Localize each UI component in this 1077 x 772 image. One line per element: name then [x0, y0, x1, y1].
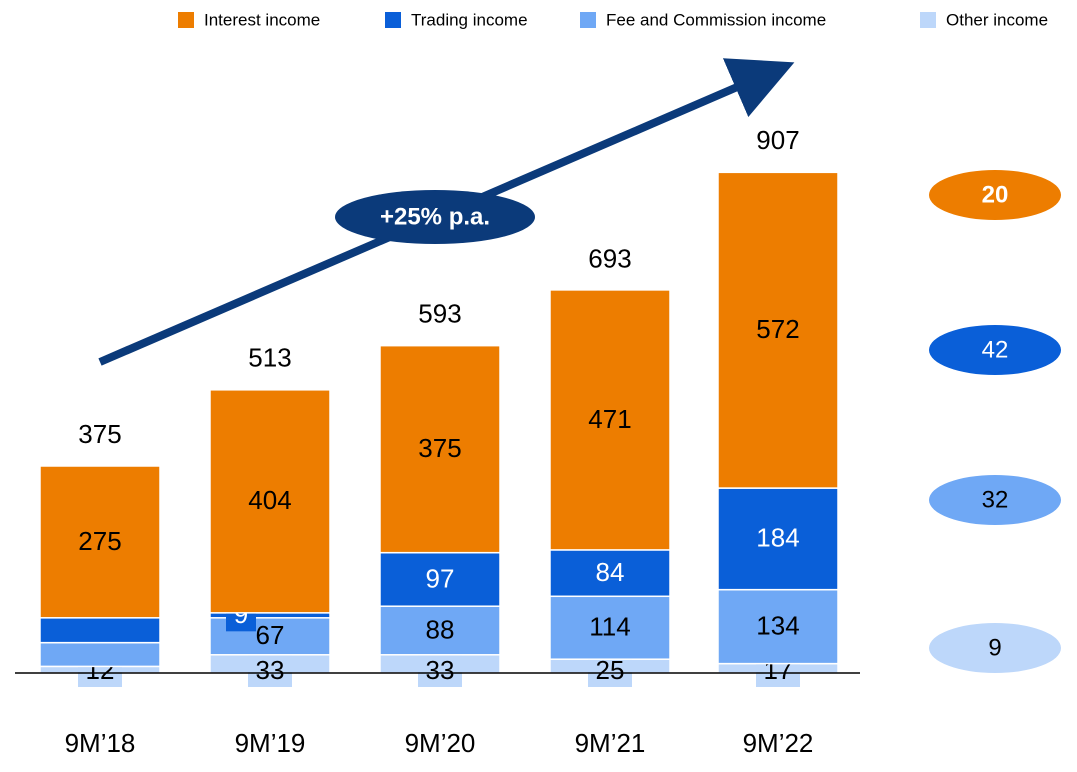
legend-label: Other income — [946, 10, 1048, 29]
bar-segment — [209, 389, 331, 614]
data-label: 67 — [256, 620, 285, 650]
total-label: 513 — [248, 343, 291, 373]
data-label: 33 — [426, 655, 455, 685]
side-bubble — [929, 623, 1061, 673]
label-box — [248, 655, 292, 687]
legend-swatch — [920, 12, 936, 28]
data-label: 84 — [596, 557, 625, 587]
bar-segment — [379, 344, 501, 554]
side-bubble — [929, 325, 1061, 375]
legend-swatch — [178, 12, 194, 28]
total-label: 693 — [588, 243, 631, 273]
bar-segment — [379, 605, 501, 656]
x-tick-label: 9M’22 — [743, 728, 814, 758]
data-label: 33 — [256, 655, 285, 685]
data-label: 572 — [756, 314, 799, 344]
data-label: 134 — [756, 611, 799, 641]
side-label: 42 — [982, 336, 1009, 363]
data-label: 184 — [756, 523, 799, 553]
side-bubble — [929, 170, 1061, 220]
x-tick-label: 9M’19 — [235, 728, 306, 758]
legend-label: Fee and Commission income — [606, 10, 826, 29]
data-label: 114 — [589, 612, 630, 642]
data-label: 97 — [426, 563, 455, 593]
side-bubble — [929, 475, 1061, 525]
side-label: 32 — [982, 486, 1009, 513]
bar-segment — [717, 487, 839, 591]
legend-swatch — [385, 12, 401, 28]
total-label: 593 — [418, 299, 461, 329]
label-box — [588, 655, 632, 687]
legend-label: Interest income — [204, 10, 320, 29]
bar-segment — [717, 171, 839, 489]
legend-swatch — [580, 12, 596, 28]
bar-segment — [379, 551, 501, 607]
x-tick-label: 9M’21 — [575, 728, 646, 758]
legend-label: Trading income — [411, 10, 528, 29]
data-label: 375 — [418, 433, 461, 463]
total-label: 907 — [756, 125, 799, 155]
data-label: 471 — [588, 404, 631, 434]
label-box — [418, 655, 462, 687]
annotation: +25% p.a. — [380, 203, 490, 230]
x-tick-label: 9M’20 — [405, 728, 476, 758]
bar-segment — [717, 588, 839, 665]
bar-segment — [39, 641, 161, 668]
data-label: 88 — [426, 614, 455, 644]
bar-segment — [549, 595, 671, 660]
bar-segment — [549, 289, 671, 551]
total-label: 375 — [78, 419, 121, 449]
x-tick-label: 9M’18 — [65, 728, 136, 758]
data-label: 275 — [78, 526, 121, 556]
bar-segment — [39, 617, 161, 644]
annotation-bubble — [335, 190, 535, 244]
side-label: 9 — [988, 634, 1001, 661]
bar-segment — [39, 465, 161, 619]
data-label: 404 — [248, 485, 291, 515]
bar-segment — [549, 549, 671, 598]
side-label: 20 — [982, 181, 1009, 208]
